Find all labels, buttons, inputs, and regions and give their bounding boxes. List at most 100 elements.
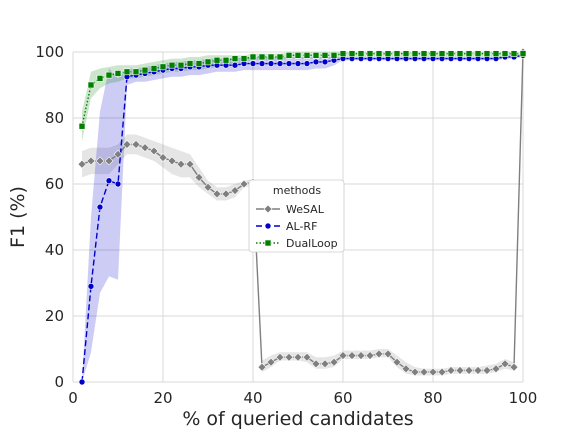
dualloop-point <box>438 50 446 57</box>
legend-box <box>248 179 345 253</box>
dualloop-point <box>159 63 167 71</box>
wesal-point <box>356 351 366 361</box>
dualloop-point <box>150 65 158 72</box>
dualloop-point <box>492 50 500 57</box>
dualloop-point <box>330 51 338 59</box>
legend-wesal-label: WeSAL <box>286 203 325 216</box>
tick-labels: 0 20 40 60 80 100 0 20 40 60 80 100 <box>35 43 537 407</box>
wesal-point <box>203 182 213 192</box>
dualloop-point <box>501 50 509 57</box>
wesal-point <box>230 186 240 196</box>
wesal-point <box>491 364 501 374</box>
dualloop-point <box>303 51 311 59</box>
wesal-point <box>473 366 483 375</box>
al-rf-point <box>312 58 320 66</box>
al-rf-point <box>276 60 284 67</box>
al-rf-point <box>114 180 122 188</box>
wesal-point <box>302 352 312 362</box>
al-rf-line <box>81 54 524 383</box>
y-tick-label: 20 <box>45 307 64 325</box>
al-rf-point <box>87 282 95 290</box>
dualloop-point <box>141 66 149 74</box>
wesal-point <box>482 366 492 375</box>
dualloop-point <box>294 51 302 59</box>
wesal-point <box>392 357 402 367</box>
wesal-point <box>176 159 186 169</box>
dualloop-point <box>276 53 284 61</box>
dualloop-point <box>231 55 239 62</box>
legend: methods WeSAL AL-RF DualLoop <box>248 179 345 253</box>
dualloop-point <box>267 53 275 61</box>
wesal-point <box>131 139 141 149</box>
dualloop-point <box>456 50 464 57</box>
dualloop-point <box>519 50 527 57</box>
wesal-point <box>95 156 105 166</box>
dualloop-point <box>177 61 185 69</box>
al-rf-point <box>78 378 86 386</box>
wesal-point <box>140 143 150 153</box>
dualloop-point <box>213 56 221 64</box>
wesal-point <box>437 367 447 377</box>
al-rf-point <box>258 60 266 67</box>
al-rf-point <box>105 177 113 184</box>
x-axis-label: % of queried candidates <box>182 408 413 430</box>
dualloop-point <box>285 51 293 59</box>
dualloop-point <box>204 58 212 66</box>
wesal-point <box>212 189 222 199</box>
wesal-point <box>500 359 510 369</box>
dualloop-point <box>195 60 203 67</box>
x-tick-label: 20 <box>153 389 172 407</box>
wesal-point <box>446 366 456 375</box>
legend-title: methods <box>273 184 321 197</box>
wesal-point <box>419 367 429 377</box>
legend-dualloop-marker <box>264 239 272 247</box>
wesal-point <box>158 153 168 163</box>
dualloop-point <box>474 50 482 57</box>
wesal-point <box>185 159 195 169</box>
wesal-point <box>383 349 393 359</box>
dualloop-point <box>384 50 392 57</box>
al-rf-point <box>231 61 239 69</box>
dualloop-point <box>114 70 122 77</box>
series-markers <box>77 47 528 386</box>
wesal-point <box>410 367 420 377</box>
al-rf-point <box>321 58 329 66</box>
legend-wesal-marker <box>263 204 273 214</box>
dualloop-point <box>465 50 473 57</box>
dualloop-point <box>348 50 356 57</box>
wesal-point <box>194 172 204 182</box>
wesal-point <box>329 357 339 367</box>
al-rf-point <box>294 60 302 67</box>
dualloop-point <box>393 50 401 57</box>
wesal-point <box>149 146 159 156</box>
wesal-point <box>401 364 411 374</box>
dualloop-point <box>312 51 320 59</box>
wesal-point <box>293 352 303 362</box>
x-tick-label: 100 <box>509 389 538 407</box>
al-rf-point <box>96 203 104 211</box>
wesal-point <box>113 149 123 159</box>
wesal-point <box>428 367 438 377</box>
dualloop-point <box>483 50 491 57</box>
dualloop-point <box>510 50 518 57</box>
wesal-point <box>257 362 267 372</box>
wesal-point <box>77 159 87 169</box>
wesal-point <box>104 156 114 166</box>
dualloop-point <box>87 81 95 89</box>
wesal-point <box>455 366 465 375</box>
dualloop-point <box>105 71 113 79</box>
dualloop-point <box>447 50 455 57</box>
y-axis-label: F1 (%) <box>7 186 29 248</box>
y-tick-label: 80 <box>45 109 64 127</box>
wesal-point <box>167 156 177 166</box>
dualloop-point <box>240 55 248 62</box>
dualloop-point <box>222 56 230 64</box>
dualloop-point <box>429 50 437 57</box>
dualloop-point <box>123 68 131 76</box>
y-tick-label: 40 <box>45 241 64 259</box>
dualloop-point <box>96 75 104 82</box>
wesal-point <box>347 351 357 361</box>
wesal-point <box>239 179 249 189</box>
y-tick-label: 100 <box>35 43 64 61</box>
